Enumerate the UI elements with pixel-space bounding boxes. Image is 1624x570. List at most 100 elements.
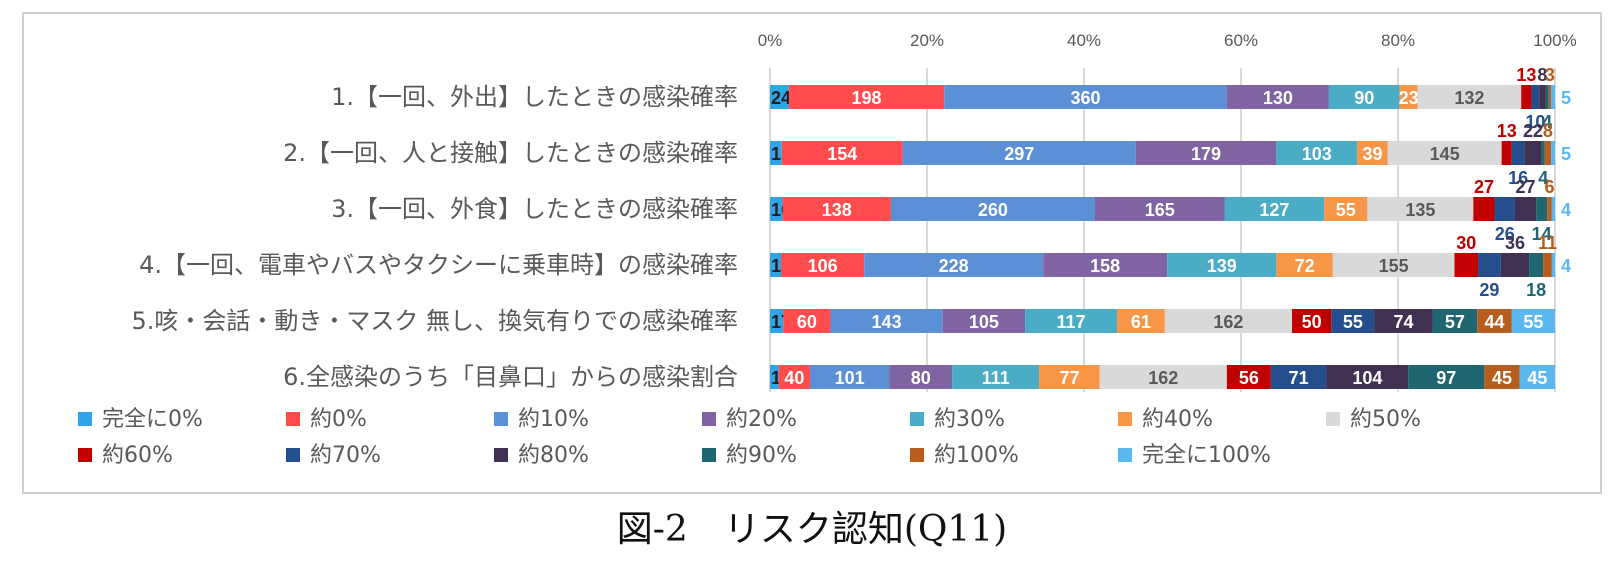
data-label: 155 bbox=[1379, 256, 1409, 276]
legend-swatch bbox=[78, 448, 92, 462]
legend-label: 約0% bbox=[310, 407, 367, 432]
legend-label: 約20% bbox=[726, 407, 797, 432]
data-label: 13 bbox=[1497, 121, 1517, 141]
bar-segment bbox=[1432, 309, 1478, 333]
x-tick-label: 60% bbox=[1224, 31, 1258, 50]
bar-segment bbox=[1519, 365, 1555, 389]
bar-segment bbox=[1226, 365, 1271, 389]
data-label: 24 bbox=[771, 88, 791, 108]
x-tick-label: 0% bbox=[758, 31, 783, 50]
data-label: 104 bbox=[1352, 368, 1382, 388]
bar-segment bbox=[830, 309, 943, 333]
bar-segment bbox=[1374, 309, 1433, 333]
bar-segment bbox=[1039, 365, 1100, 389]
data-label: 360 bbox=[1071, 88, 1101, 108]
data-label: 55 bbox=[1343, 312, 1363, 332]
data-label: 105 bbox=[969, 312, 999, 332]
data-label: 4 bbox=[1561, 200, 1571, 220]
legend-label: 約50% bbox=[1350, 407, 1421, 432]
bar-segment bbox=[780, 253, 865, 277]
data-label: 50 bbox=[1302, 312, 1322, 332]
bar-segment bbox=[1276, 141, 1358, 165]
legend-label: 約60% bbox=[102, 443, 173, 468]
data-label: 72 bbox=[1295, 256, 1315, 276]
category-label: 3.【一回、外食】したときの感染確率 bbox=[331, 195, 738, 223]
bar-segment bbox=[1408, 365, 1485, 389]
data-label: 18 bbox=[1526, 280, 1546, 300]
x-tick-label: 20% bbox=[910, 31, 944, 50]
legend-swatch bbox=[286, 412, 300, 426]
bar-segment bbox=[1511, 141, 1525, 165]
data-label: 26 bbox=[1495, 224, 1515, 244]
data-label: 30 bbox=[1456, 233, 1476, 253]
category-label: 6.全感染のうち「目鼻口」からの感染割合 bbox=[283, 363, 738, 391]
legend-swatch bbox=[78, 412, 92, 426]
bar-segment bbox=[1514, 197, 1537, 221]
data-label: 139 bbox=[1207, 256, 1237, 276]
data-label: 22 bbox=[1523, 121, 1543, 141]
data-label: 5 bbox=[1561, 144, 1571, 164]
data-label: 77 bbox=[1059, 368, 1079, 388]
data-label: 5 bbox=[1561, 88, 1571, 108]
bar-segment bbox=[781, 141, 903, 165]
bar-segment bbox=[1500, 253, 1530, 277]
legend-label: 約100% bbox=[934, 443, 1019, 468]
data-label: 40 bbox=[784, 368, 804, 388]
data-label: 143 bbox=[872, 312, 902, 332]
data-label: 39 bbox=[1362, 144, 1382, 164]
bar-segment bbox=[1536, 197, 1548, 221]
x-tick-label: 100% bbox=[1533, 31, 1576, 50]
bar-segment bbox=[1524, 141, 1542, 165]
legend-swatch bbox=[910, 448, 924, 462]
bar-segment bbox=[1551, 85, 1555, 109]
data-label: 74 bbox=[1393, 312, 1413, 332]
data-label: 165 bbox=[1145, 200, 1175, 220]
bar-segment bbox=[1167, 253, 1277, 277]
legend-label: 約30% bbox=[934, 407, 1005, 432]
category-label: 2.【一回、人と接触】したときの感染確率 bbox=[283, 139, 738, 167]
bar-segment bbox=[902, 141, 1136, 165]
data-label: 29 bbox=[1479, 280, 1499, 300]
data-label: 10 bbox=[1525, 112, 1545, 132]
bar-segment bbox=[770, 197, 783, 221]
data-label: 61 bbox=[1131, 312, 1151, 332]
bar-segment bbox=[1224, 197, 1325, 221]
bar-segment bbox=[770, 309, 784, 333]
data-label: 179 bbox=[1191, 144, 1221, 164]
bar-segment bbox=[1543, 253, 1552, 277]
data-label: 27 bbox=[1516, 177, 1536, 197]
bar-segment bbox=[1529, 253, 1544, 277]
data-label: 80 bbox=[911, 368, 931, 388]
bar-segment bbox=[1484, 365, 1520, 389]
data-label: 44 bbox=[1485, 312, 1505, 332]
legend-label: 約90% bbox=[726, 443, 797, 468]
data-label: 162 bbox=[1213, 312, 1243, 332]
data-label: 198 bbox=[852, 88, 882, 108]
legend-swatch bbox=[494, 412, 508, 426]
bar-segment bbox=[1548, 85, 1552, 109]
bar-segment bbox=[1551, 253, 1555, 277]
legend-label: 約80% bbox=[518, 443, 589, 468]
data-label: 55 bbox=[1336, 200, 1356, 220]
bar-segment bbox=[1473, 197, 1495, 221]
data-label: 101 bbox=[835, 368, 865, 388]
data-label: 11 bbox=[1538, 233, 1557, 253]
bar-segment bbox=[1454, 253, 1479, 277]
bar-segment bbox=[1043, 253, 1168, 277]
data-label: 4 bbox=[1561, 256, 1571, 276]
data-label: 60 bbox=[797, 312, 817, 332]
data-label: 56 bbox=[1239, 368, 1259, 388]
bar-segment bbox=[1094, 197, 1225, 221]
bar-segment bbox=[1521, 85, 1532, 109]
data-label: 130 bbox=[1263, 88, 1293, 108]
bar-segment bbox=[770, 85, 789, 109]
bar-segment bbox=[1025, 309, 1117, 333]
bar-segment bbox=[778, 365, 811, 389]
bar-segment bbox=[810, 365, 890, 389]
data-label: 138 bbox=[822, 200, 852, 220]
data-label: 97 bbox=[1436, 368, 1456, 388]
data-label: 4 bbox=[1538, 168, 1548, 188]
bar-segment bbox=[1478, 253, 1501, 277]
data-label: 3 bbox=[1545, 65, 1555, 85]
legend-label: 約10% bbox=[518, 407, 589, 432]
